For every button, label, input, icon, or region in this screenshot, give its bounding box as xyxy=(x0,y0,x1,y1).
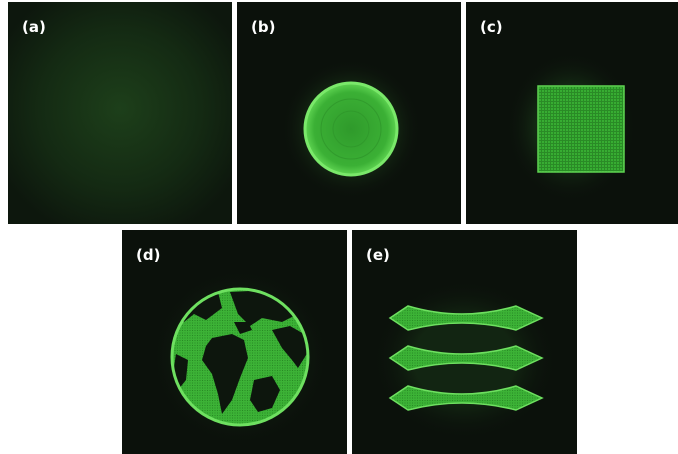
square-pattern-image xyxy=(506,52,636,202)
panel-e: (e) xyxy=(352,230,577,454)
globe-pattern-image xyxy=(152,269,328,445)
panel-a: (a) xyxy=(8,2,232,224)
bowtie-middle xyxy=(388,345,544,371)
panel-label-d: (d) xyxy=(136,246,161,264)
panel-c: (c) xyxy=(466,2,678,224)
panel-label-a: (a) xyxy=(22,18,46,36)
panel-d: (d) xyxy=(122,230,347,454)
panel-label-e: (e) xyxy=(366,246,390,264)
bowtie-top xyxy=(388,305,544,331)
bowtie-shapes xyxy=(388,305,544,411)
diffuse-glow-image xyxy=(8,2,232,224)
panel-b: (b) xyxy=(237,2,461,224)
bowtie-pattern-image xyxy=(372,280,557,440)
circle-pattern-image xyxy=(281,59,421,199)
panel-label-b: (b) xyxy=(251,18,276,36)
bowtie-bottom xyxy=(388,385,544,411)
panel-label-c: (c) xyxy=(480,18,503,36)
